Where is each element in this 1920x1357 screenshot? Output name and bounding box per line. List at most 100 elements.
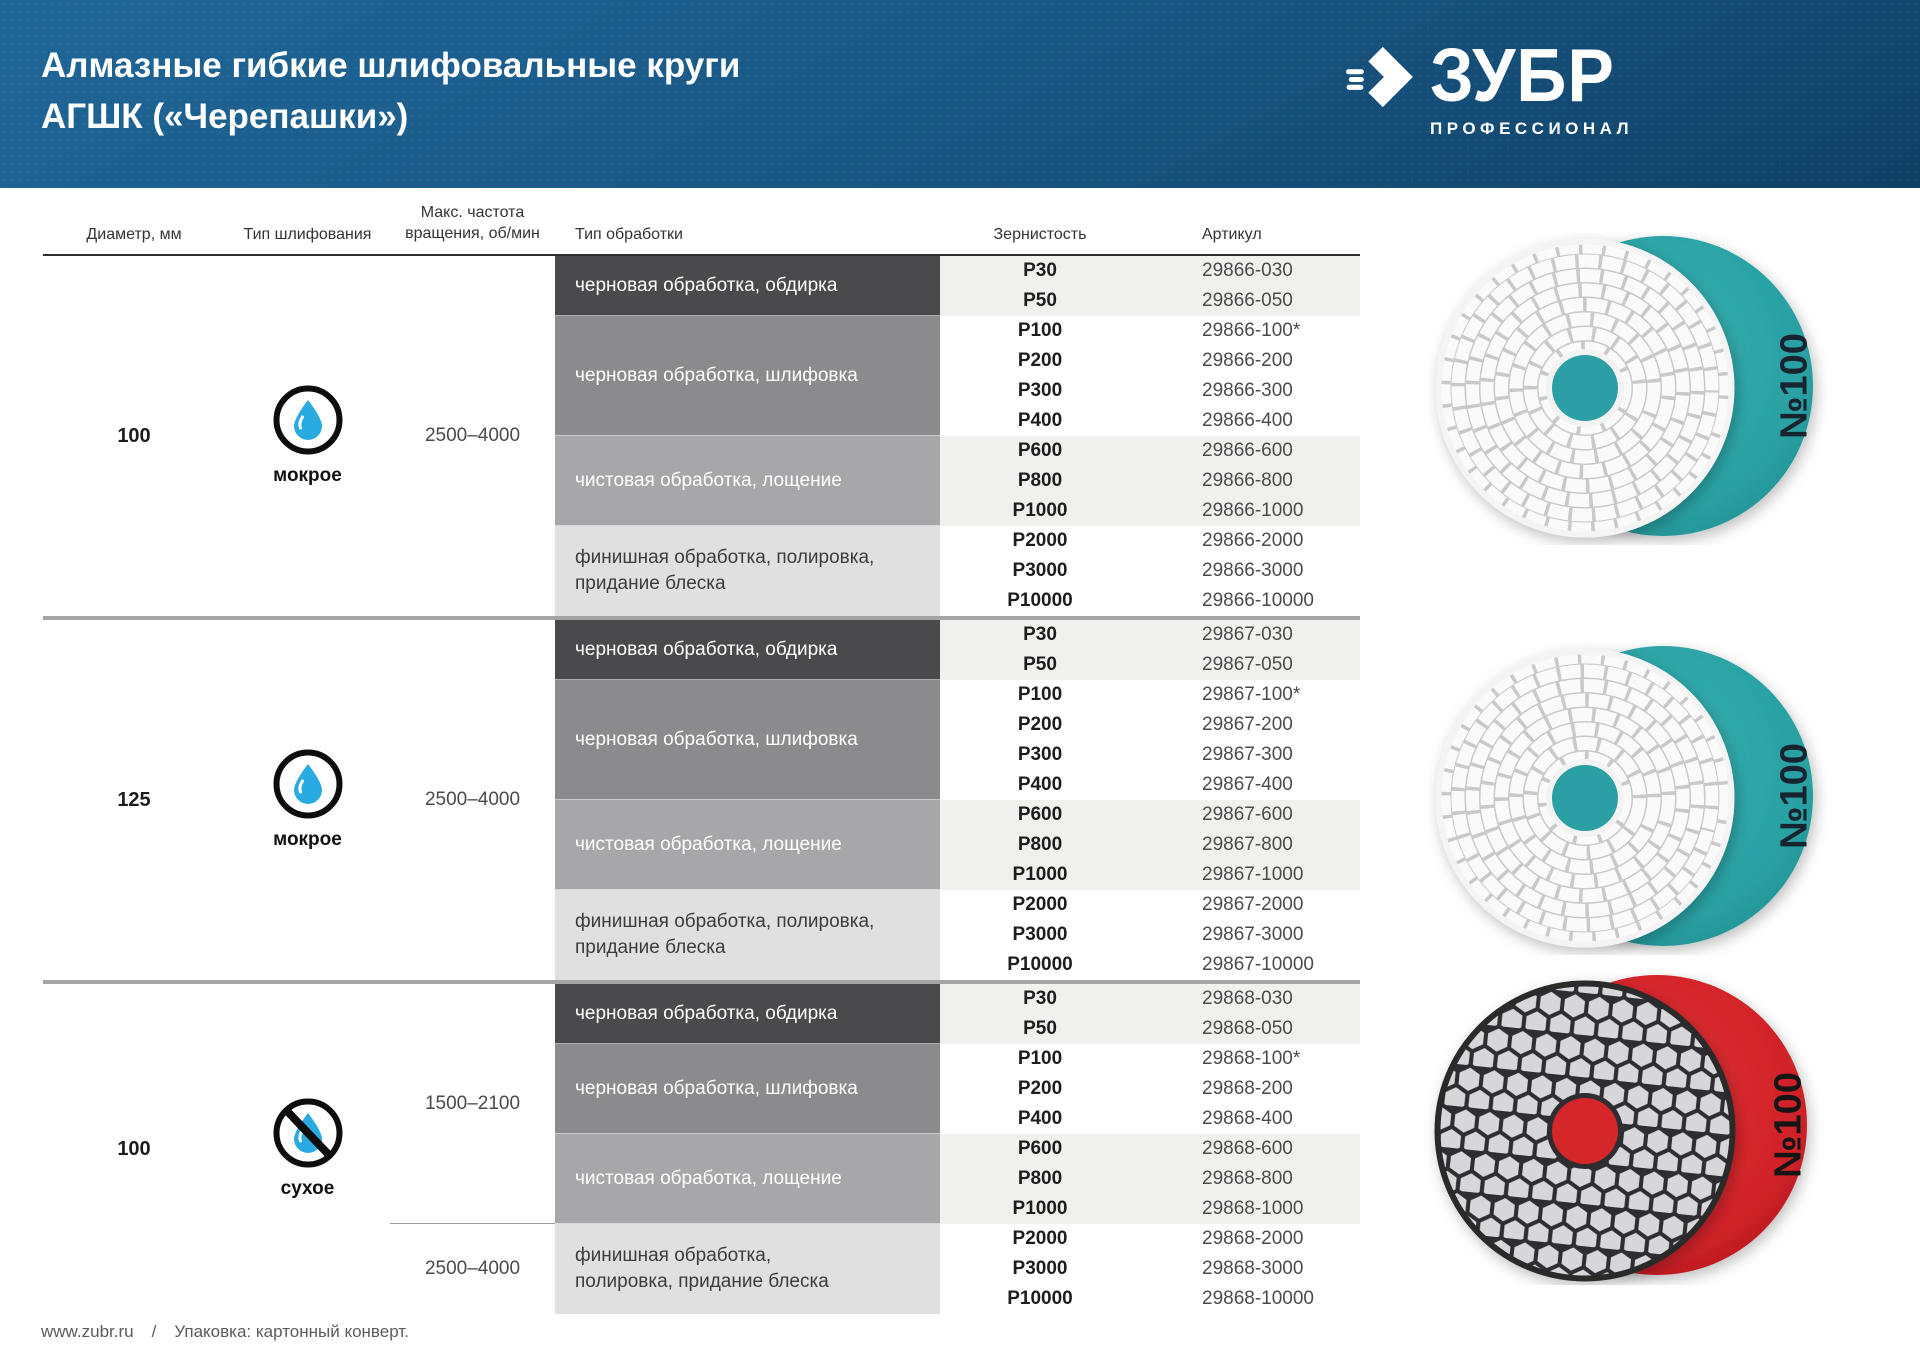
- article-value: 29867-2000: [1202, 894, 1304, 915]
- table-row: P600 29866-600: [940, 436, 1360, 466]
- article-value: 29867-200: [1202, 714, 1293, 735]
- page-title-line2: АГШК («Черепашки»): [41, 97, 409, 136]
- article-value: 29866-2000: [1202, 530, 1304, 551]
- processing-band: черновая обработка, шлифовка P100 29868-10…: [555, 1044, 1360, 1134]
- grain-value: P10000: [1007, 1288, 1073, 1309]
- diameter-value: 125: [117, 788, 151, 811]
- processing-type-label: черновая обработка, шлифовка: [555, 1044, 940, 1134]
- processing-band: финишная обработка, полировка, придание б…: [555, 1224, 1360, 1314]
- processing-type-label: черновая обработка, обдирка: [555, 984, 940, 1044]
- table-row: P600 29868-600: [940, 1134, 1360, 1164]
- processing-type-label: чистовая обработка, лощение: [555, 436, 940, 526]
- table-header-row: Диаметр, мм Тип шлифования Макс. частота…: [43, 188, 1360, 256]
- grinding-type-label: мокрое: [273, 465, 342, 486]
- product-group: 100 сухое 1500–2100 2500–4000 черновая обраб…: [43, 984, 1360, 1314]
- table-row: P100 29867-100*: [940, 680, 1360, 710]
- article-value: 29866-300: [1202, 380, 1293, 401]
- grinding-type-cell: мокрое: [225, 620, 390, 980]
- table-row: P1000 29867-1000: [940, 860, 1360, 890]
- article-value: 29866-800: [1202, 470, 1293, 491]
- grain-value: P200: [1017, 350, 1063, 371]
- table-row: P800 29867-800: [940, 830, 1360, 860]
- article-value: 29868-100*: [1202, 1048, 1301, 1069]
- table-row: P200 29868-200: [940, 1074, 1360, 1104]
- grain-value: P600: [1017, 440, 1063, 461]
- grain-value: P200: [1017, 714, 1063, 735]
- table-row: P30 29867-030: [940, 620, 1360, 650]
- processing-bands: черновая обработка, обдирка P30 29867-030 P…: [555, 620, 1360, 980]
- article-value: 29868-400: [1202, 1108, 1293, 1129]
- processing-type-label: черновая обработка, обдирка: [555, 256, 940, 316]
- grain-value: P2000: [1012, 1228, 1068, 1249]
- article-value: 29866-10000: [1202, 590, 1314, 611]
- frequency-value: 2500–4000: [424, 425, 521, 446]
- grain-value: P300: [1017, 380, 1063, 401]
- table-row: P2000 29868-2000: [940, 1224, 1360, 1254]
- table-row: P1000 29866-1000: [940, 496, 1360, 526]
- column-header-grain: Зернистость: [993, 226, 1087, 243]
- article-value: 29867-1000: [1202, 864, 1304, 885]
- product-spec-table: Диаметр, мм Тип шлифования Макс. частота…: [43, 188, 1360, 1314]
- frequency-value: 1500–2100: [390, 984, 555, 1224]
- grain-value: P400: [1017, 1108, 1063, 1129]
- footer-separator: /: [151, 1322, 157, 1341]
- column-header-article: Артикул: [1202, 226, 1262, 243]
- grain-value: P800: [1017, 834, 1063, 855]
- processing-band: чистовая обработка, лощение P600 29868-600…: [555, 1134, 1360, 1224]
- article-value: 29866-200: [1202, 350, 1293, 371]
- table-row: P50 29867-050: [940, 650, 1360, 680]
- article-value: 29866-030: [1202, 260, 1293, 281]
- column-header-grind-type: Тип шлифования: [243, 226, 372, 243]
- table-row: P100 29868-100*: [940, 1044, 1360, 1074]
- column-header-frequency: Макс. частота вращения, об/мин: [405, 204, 540, 242]
- center-hole-teal: [1552, 765, 1618, 831]
- grain-value: P3000: [1012, 1258, 1068, 1279]
- table-row: P200 29866-200: [940, 346, 1360, 376]
- article-value: 29867-300: [1202, 744, 1293, 765]
- product-images: №100: [1395, 0, 1885, 1357]
- grain-value: P1000: [1012, 500, 1068, 521]
- grain-value: P50: [1023, 1018, 1057, 1039]
- processing-type-label: чистовая обработка, лощение: [555, 1134, 940, 1224]
- brand-logo: ЗУБР ПРОФЕССИОНАЛ: [1346, 34, 1633, 139]
- grain-value: P30: [1023, 260, 1057, 281]
- article-value: 29866-600: [1202, 440, 1293, 461]
- grinding-type-cell: мокрое: [225, 256, 390, 616]
- table-row: P400 29867-400: [940, 770, 1360, 800]
- article-value: 29867-030: [1202, 624, 1293, 645]
- processing-type-label: финишная обработка, полировка, придание б…: [555, 526, 940, 616]
- article-value: 29868-10000: [1202, 1288, 1314, 1309]
- article-value: 29866-100*: [1202, 320, 1301, 341]
- grain-value: P300: [1017, 744, 1063, 765]
- grain-value: P2000: [1012, 530, 1068, 551]
- brand-text: ЗУБР ПРОФЕССИОНАЛ: [1430, 34, 1633, 139]
- grain-value: P400: [1017, 774, 1063, 795]
- product-image-wet-100: №100: [1435, 236, 1815, 538]
- table-row: P400 29866-400: [940, 406, 1360, 436]
- article-value: 29868-2000: [1202, 1228, 1304, 1249]
- table-row: P400 29868-400: [940, 1104, 1360, 1134]
- grain-value: P100: [1017, 320, 1063, 341]
- article-value: 29868-030: [1202, 988, 1293, 1009]
- table-row: P50 29866-050: [940, 286, 1360, 316]
- processing-band: финишная обработка, полировка, придание б…: [555, 890, 1360, 980]
- article-value: 29867-100*: [1202, 684, 1301, 705]
- brand-name: ЗУБР: [1430, 33, 1615, 117]
- article-value: 29866-400: [1202, 410, 1293, 431]
- grain-value: P3000: [1012, 924, 1068, 945]
- frequency-value: 2500–4000: [424, 789, 521, 810]
- article-value: 29868-600: [1202, 1138, 1293, 1159]
- article-value: 29867-600: [1202, 804, 1293, 825]
- product-badge: №100: [1773, 333, 1815, 439]
- grain-value: P10000: [1007, 954, 1073, 975]
- grain-value: P3000: [1012, 560, 1068, 581]
- article-value: 29867-800: [1202, 834, 1293, 855]
- article-value: 29866-1000: [1202, 500, 1304, 521]
- article-value: 29868-800: [1202, 1168, 1293, 1189]
- table-row: P30 29868-030: [940, 984, 1360, 1014]
- processing-band: черновая обработка, шлифовка P100 29867-10…: [555, 680, 1360, 800]
- article-value: 29867-400: [1202, 774, 1293, 795]
- grain-value: P50: [1023, 654, 1057, 675]
- center-hole-red: [1552, 1098, 1618, 1164]
